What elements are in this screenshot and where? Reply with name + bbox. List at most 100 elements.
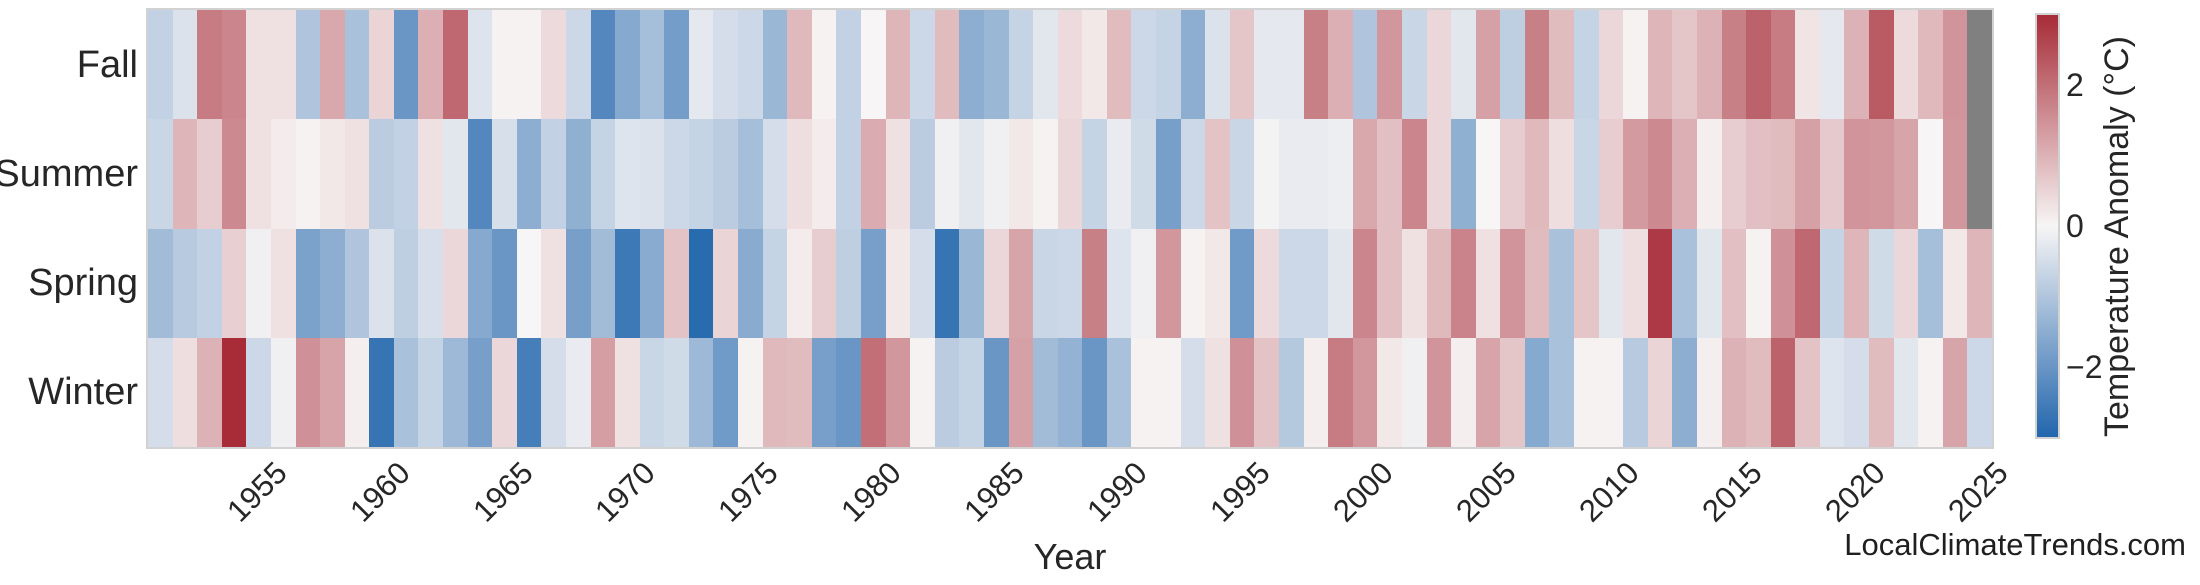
heatmap-cell xyxy=(197,119,222,229)
watermark-text: LocalClimateTrends.com xyxy=(1844,527,2186,562)
heatmap-cell xyxy=(270,337,296,447)
heatmap-cell xyxy=(1131,119,1157,229)
heatmap-cell xyxy=(1229,119,1255,229)
colorbar-gradient xyxy=(2035,13,2060,439)
heatmap-cell xyxy=(221,10,247,120)
y-tick-label-summer: Summer xyxy=(0,152,138,195)
heatmap-cell xyxy=(861,337,886,447)
heatmap-cell xyxy=(787,10,812,120)
heatmap-cell xyxy=(443,337,468,447)
heatmap-cell xyxy=(1647,228,1673,338)
heatmap-cell xyxy=(1623,228,1648,338)
heatmap-cell xyxy=(959,228,984,338)
x-tick-label: 1980 xyxy=(834,455,909,529)
heatmap-cell xyxy=(787,228,812,338)
heatmap-cell xyxy=(615,337,640,447)
heatmap-cell xyxy=(934,228,960,338)
heatmap-cell xyxy=(1180,228,1206,338)
heatmap-cell xyxy=(1278,337,1304,447)
heatmap-cell xyxy=(369,337,394,447)
heatmap-cell xyxy=(418,119,444,229)
heatmap-cell xyxy=(492,228,517,338)
heatmap-cell xyxy=(590,10,616,120)
heatmap-cell xyxy=(1328,10,1353,120)
heatmap-cell xyxy=(664,10,689,120)
heatmap-cell xyxy=(1696,10,1722,120)
heatmap-cell xyxy=(1180,119,1206,229)
heatmap-cell xyxy=(393,10,419,120)
heatmap-cell xyxy=(1008,10,1034,120)
heatmap-cell xyxy=(1770,119,1796,229)
heatmap-cell xyxy=(172,228,198,338)
heatmap-cell xyxy=(885,337,911,447)
heatmap-cell xyxy=(1008,337,1034,447)
heatmap-cell xyxy=(295,119,321,229)
x-tick-label: 1975 xyxy=(711,455,786,529)
heatmap-cell xyxy=(516,119,542,229)
heatmap-cell xyxy=(1303,337,1329,447)
heatmap-cell xyxy=(172,10,198,120)
heatmap-cell xyxy=(910,228,935,338)
heatmap-cell xyxy=(1426,10,1452,120)
x-axis-title: Year xyxy=(1033,536,1107,577)
heatmap-cell xyxy=(246,337,271,447)
heatmap-cell xyxy=(1598,10,1624,120)
heatmap-cell xyxy=(713,119,739,229)
heatmap-cell xyxy=(983,119,1009,229)
heatmap-cell xyxy=(1156,337,1181,447)
heatmap-cell xyxy=(541,119,566,229)
heatmap-cell xyxy=(1819,228,1845,338)
heatmap-cell xyxy=(1401,10,1427,120)
heatmap-cell xyxy=(934,337,960,447)
heatmap-cell xyxy=(934,10,960,120)
heatmap-cell xyxy=(467,10,493,120)
heatmap-cell xyxy=(1819,119,1845,229)
heatmap-cell xyxy=(885,119,911,229)
heatmap-cell xyxy=(1500,337,1525,447)
heatmap-cell xyxy=(1795,10,1820,120)
heatmap-cell xyxy=(1721,119,1747,229)
heatmap-cell xyxy=(1180,10,1206,120)
heatmap-cell xyxy=(1524,10,1550,120)
heatmap-cell xyxy=(1893,10,1919,120)
heatmap-cell xyxy=(1746,228,1771,338)
heatmap-cell xyxy=(1844,337,1870,447)
heatmap-cell xyxy=(1057,228,1083,338)
heatmap-cell xyxy=(1524,337,1550,447)
heatmap-cell xyxy=(959,119,984,229)
heatmap-cell xyxy=(787,119,812,229)
x-tick-label: 1985 xyxy=(957,455,1031,529)
heatmap-cell xyxy=(1426,228,1452,338)
heatmap-cell xyxy=(565,10,591,120)
heatmap-cell xyxy=(1229,337,1255,447)
heatmap-cell xyxy=(1869,228,1894,338)
heatmap-cell xyxy=(1131,228,1157,338)
heatmap-cell xyxy=(1426,337,1452,447)
heatmap-cell xyxy=(1795,228,1820,338)
heatmap-cell xyxy=(1696,119,1722,229)
x-tick-label: 2025 xyxy=(1940,455,2015,529)
heatmap-cell xyxy=(1451,228,1476,338)
heatmap-cell xyxy=(811,10,837,120)
x-tick-label: 2020 xyxy=(1818,455,1892,529)
heatmap-cell xyxy=(688,337,714,447)
heatmap-cell xyxy=(713,228,739,338)
heatmap-cell xyxy=(1303,10,1329,120)
heatmap-cell xyxy=(1082,228,1107,338)
heatmap-cell xyxy=(172,337,198,447)
heatmap-cell xyxy=(1303,119,1329,229)
heatmap-cell xyxy=(811,337,837,447)
heatmap-cell xyxy=(1303,228,1329,338)
heatmap-cell xyxy=(1500,228,1525,338)
heatmap-cell xyxy=(320,228,345,338)
heatmap-cell xyxy=(1254,228,1279,338)
heatmap-cell xyxy=(983,228,1009,338)
heatmap-cell xyxy=(565,337,591,447)
heatmap-cell xyxy=(1918,337,1943,447)
heatmap-cell xyxy=(541,228,566,338)
heatmap-cell xyxy=(1008,119,1034,229)
heatmap-cell xyxy=(246,10,271,120)
heatmap-cell xyxy=(1721,337,1747,447)
heatmap-cell xyxy=(1057,119,1083,229)
